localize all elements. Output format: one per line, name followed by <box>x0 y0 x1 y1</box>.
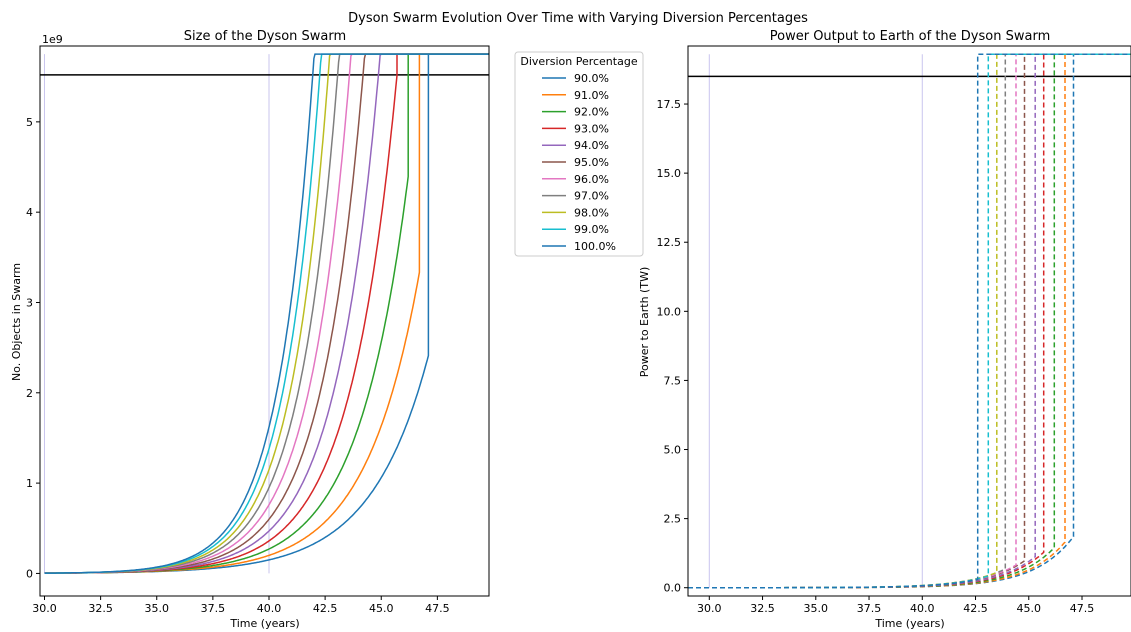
chart-left-x-tick-label: 30.0 <box>32 602 57 615</box>
chart-left-x-tick-label: 45.0 <box>369 602 394 615</box>
legend-entry-label: 95.0% <box>574 156 609 169</box>
chart-left-x-tick-label: 40.0 <box>257 602 282 615</box>
series-line-91-0pct <box>44 53 489 574</box>
legend-entry-label: 99.0% <box>574 223 609 236</box>
chart-left-y-tick-label: 2 <box>26 387 33 400</box>
legend-entry-label: 100.0% <box>574 240 616 253</box>
series-line-98-0pct <box>44 53 489 574</box>
legend-entry-label: 90.0% <box>574 72 609 85</box>
chart-left-x-tick-label: 47.5 <box>425 602 450 615</box>
chart-right-x-tick-label: 45.0 <box>1017 602 1042 615</box>
chart-right-x-tick-label: 40.0 <box>910 602 935 615</box>
legend-items: 90.0% 91.0% 92.0% 93.0% 94.0% 95.0% 96.0% 97.0%… <box>542 72 616 253</box>
series-line-94-0pct <box>44 53 489 574</box>
legend-entry-label: 92.0% <box>574 106 609 119</box>
figure-suptitle: Dyson Swarm Evolution Over Time with Var… <box>348 11 808 26</box>
legend-entry-label: 94.0% <box>574 139 609 152</box>
chart-right-y-tick-label: 12.5 <box>657 236 682 249</box>
chart-left-x-tick-label: 42.5 <box>313 602 338 615</box>
series-line-97-0pct <box>44 53 489 574</box>
chart-left-y-tick-label: 0 <box>26 567 33 580</box>
series-line-99-0pct <box>44 53 489 574</box>
chart-left-y-tick-label: 1 <box>26 477 33 490</box>
chart-left-y-offset-label: 1e9 <box>42 33 63 46</box>
chart-right-x-axis-title: Time (years) <box>874 617 944 630</box>
chart-right-title: Power Output to Earth of the Dyson Swarm <box>770 29 1050 44</box>
chart-left-y-tick-label: 3 <box>26 296 33 309</box>
series-line-100-0pct <box>44 53 489 574</box>
legend-entry-label: 93.0% <box>574 122 609 135</box>
chart-left-y-axis-title: No. Objects in Swarm <box>10 263 23 381</box>
chart-left-frame <box>39 45 490 597</box>
chart-left-title: Size of the Dyson Swarm <box>184 29 346 44</box>
chart-right-y-tick-label: 2.5 <box>664 513 682 526</box>
chart-left-x-tick-label: 37.5 <box>201 602 226 615</box>
chart-right-x-tick-label: 42.5 <box>963 602 988 615</box>
chart-right-y-tick-label: 10.0 <box>657 305 682 318</box>
chart-power-output: Power Output to Earth of the Dyson Swarm… <box>638 29 1131 630</box>
legend-entry-label: 96.0% <box>574 173 609 186</box>
legend-entry-label: 98.0% <box>574 206 609 219</box>
legend-entry-label: 97.0% <box>574 190 609 203</box>
legend: Diversion Percentage 90.0% 91.0% 92.0% 93.0… <box>514 51 644 257</box>
chart-right-y-axis-title: Power to Earth (TW) <box>638 267 651 377</box>
series-line-90-0pct <box>44 53 489 574</box>
chart-left-x-axis-title: Time (years) <box>229 617 299 630</box>
power-line-91-0pct <box>688 53 1131 589</box>
series-line-95-0pct <box>44 53 489 574</box>
legend-frame <box>514 51 644 257</box>
series-line-93-0pct <box>44 53 489 574</box>
chart-right-x-tick-label: 47.5 <box>1070 602 1095 615</box>
chart-left-x-tick-label: 35.0 <box>144 602 169 615</box>
chart-right-y-tick-label: 17.5 <box>657 98 682 111</box>
chart-right-x-tick-label: 35.0 <box>804 602 829 615</box>
chart-left-y-tick-label: 5 <box>26 116 33 129</box>
chart-right-y-tick-label: 5.0 <box>664 444 682 457</box>
chart-right-frame <box>687 45 1131 597</box>
power-line-100-0pct <box>688 53 1131 589</box>
legend-title: Diversion Percentage <box>520 55 637 68</box>
chart-right-y-tick-label: 0.0 <box>664 582 682 595</box>
series-line-96-0pct <box>44 53 489 574</box>
series-line-92-0pct <box>44 53 489 574</box>
chart-right-y-tick-label: 7.5 <box>664 374 682 387</box>
chart-right-x-tick-label: 32.5 <box>750 602 775 615</box>
chart-right-x-tick-label: 37.5 <box>857 602 882 615</box>
chart-size-of-swarm: Size of the Dyson Swarm 1e9 Time (years)… <box>10 29 490 630</box>
chart-left-y-tick-label: 4 <box>26 206 33 219</box>
legend-entry-label: 91.0% <box>574 89 609 102</box>
chart-right-x-tick-label: 30.0 <box>697 602 722 615</box>
chart-right-plot-area: 30.0 32.5 35.0 37.5 40.0 42.5 45.0 47.5 0.0 2.5 5.… <box>657 45 1131 615</box>
chart-left-plot-area: 30.0 32.5 35.0 37.5 40.0 42.5 45.0 47.5 0 1 2 3 4 5 <box>26 45 490 615</box>
chart-right-y-tick-label: 15.0 <box>657 167 682 180</box>
chart-left-x-tick-label: 32.5 <box>88 602 113 615</box>
